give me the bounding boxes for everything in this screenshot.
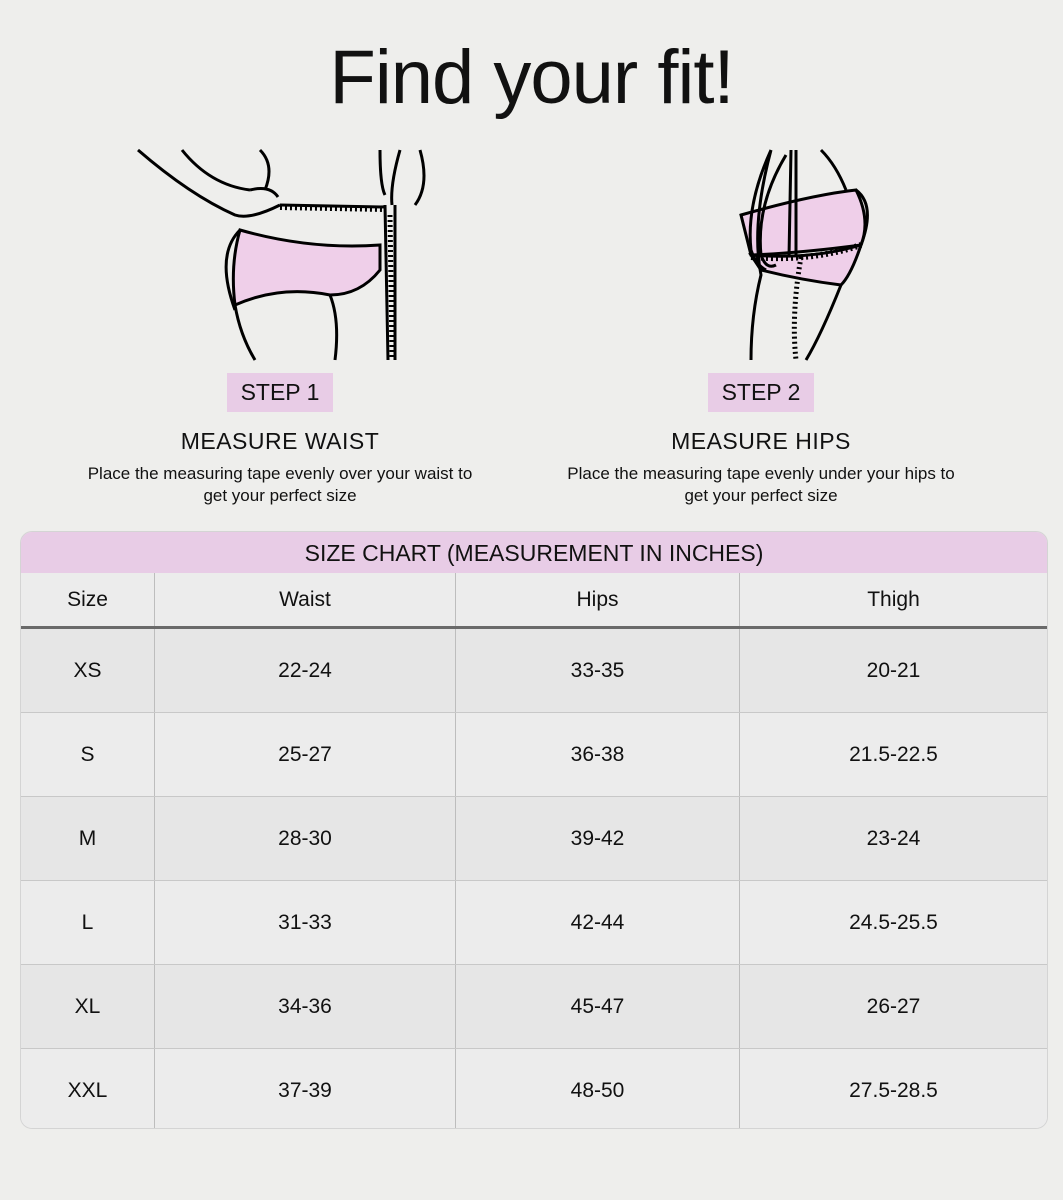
table-cell: 37-39 xyxy=(154,1049,455,1128)
step-badge: STEP 1 xyxy=(226,373,334,412)
table-cell: 31-33 xyxy=(154,881,455,964)
table-cell: 20-21 xyxy=(739,629,1047,712)
table-row: XS 22-24 33-35 20-21 xyxy=(21,629,1047,712)
step-description: Place the measuring tape evenly under yo… xyxy=(567,464,955,505)
column-header: Waist xyxy=(154,573,455,626)
waist-measure-illustration xyxy=(137,148,426,361)
table-cell: M xyxy=(78,826,97,850)
table-cell: 45-47 xyxy=(455,965,739,1048)
step-description: Place the measuring tape evenly over you… xyxy=(87,464,473,505)
table-header-row: Size Waist Hips Thigh xyxy=(21,573,1047,629)
table-cell: 26-27 xyxy=(739,965,1047,1048)
table-cell: 34-36 xyxy=(154,965,455,1048)
step-1: STEP 1 MEASURE WAIST Place the measuring… xyxy=(80,145,480,507)
page-title: Find your fit! xyxy=(329,35,734,120)
table-cell: 48-50 xyxy=(455,1049,739,1128)
hips-measure-illustration xyxy=(739,148,869,361)
table-cell: S xyxy=(80,742,95,766)
table-cell: 42-44 xyxy=(455,881,739,964)
table-cell: 23-24 xyxy=(739,797,1047,880)
step-2: STEP 2 MEASURE HIPS Place the measuring … xyxy=(561,145,961,507)
size-chart-table: SIZE CHART (MEASUREMENT IN INCHES) Size … xyxy=(20,531,1048,1129)
step-heading: MEASURE HIPS xyxy=(671,428,851,454)
table-cell: 36-38 xyxy=(455,713,739,796)
table-row: XXL 37-39 48-50 27.5-28.5 xyxy=(21,1048,1047,1128)
step-heading: MEASURE WAIST xyxy=(180,428,380,454)
table-cell: XXL xyxy=(67,1078,108,1102)
table-cell: 25-27 xyxy=(154,713,455,796)
table-cell: 21.5-22.5 xyxy=(739,713,1047,796)
table-cell: 33-35 xyxy=(455,629,739,712)
table-cell: XL xyxy=(74,994,101,1018)
table-cell: 24.5-25.5 xyxy=(739,881,1047,964)
table-cell: 27.5-28.5 xyxy=(739,1049,1047,1128)
table-cell: 28-30 xyxy=(154,797,455,880)
step-badge: STEP 2 xyxy=(707,373,815,412)
column-header: Hips xyxy=(455,573,739,626)
table-row: L 31-33 42-44 24.5-25.5 xyxy=(21,880,1047,964)
table-row: M 28-30 39-42 23-24 xyxy=(21,796,1047,880)
table-cell: XS xyxy=(73,658,102,682)
column-header: Size xyxy=(67,587,108,611)
column-header: Thigh xyxy=(739,573,1047,626)
table-cell: L xyxy=(81,910,94,934)
table-cell: 39-42 xyxy=(455,797,739,880)
size-chart-title: SIZE CHART (MEASUREMENT IN INCHES) xyxy=(21,532,1047,573)
table-row: XL 34-36 45-47 26-27 xyxy=(21,964,1047,1048)
table-cell: 22-24 xyxy=(154,629,455,712)
table-row: S 25-27 36-38 21.5-22.5 xyxy=(21,712,1047,796)
